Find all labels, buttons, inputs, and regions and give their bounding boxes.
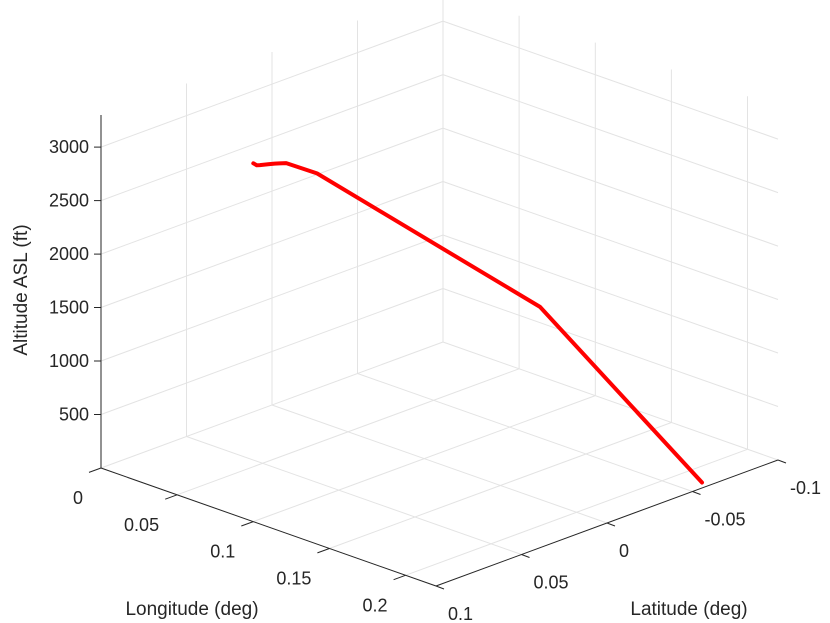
y-tick [435,585,445,590]
x-tick [317,548,330,554]
x-tick [88,467,102,473]
grid-line [442,127,779,247]
y-tick [606,522,616,527]
y-tick-label: -0.05 [705,510,746,530]
x-axis-label: Longitude (deg) [125,599,258,620]
series-layer [251,161,704,485]
grid-line [100,74,444,202]
x-tick [393,574,406,581]
grid-line [100,127,444,255]
x-tick-label: 0.05 [124,515,159,535]
flight-path-line [251,161,704,485]
y-tick-label: 0.05 [534,573,569,593]
z-tick-label: 1500 [49,298,89,318]
x-tick [165,494,178,500]
z-axis-label: Altitude ASL (ft) [11,224,32,355]
grid-line [442,181,779,300]
x-tick-label: 0 [73,488,83,508]
z-tick-label: 3000 [49,137,89,157]
grid-line [442,341,779,461]
grid-line [442,288,779,407]
axes: 0 0.05 0.1 0.15 0.2 -0.1 -0.05 0 0.05 0.1 500 1000 1… [49,115,821,623]
x-tick-label: 0.15 [276,569,311,589]
y-tick-label: -0.1 [790,478,821,498]
grid-line [100,20,444,148]
grid-line [442,234,779,354]
grid-lines [100,0,779,587]
grid-line [442,74,779,194]
grid-line [100,288,444,415]
z-tick-label: 2500 [49,191,89,211]
y-tick-label: 0 [619,541,629,561]
grid-line [100,234,444,362]
z-tick-label: 500 [59,405,89,425]
z-tick-label: 1000 [49,351,89,371]
y-tick [692,491,701,495]
y-tick [777,459,787,464]
grid-line [442,20,779,140]
x-tick-label: 0.1 [210,542,235,562]
y-tick [521,554,530,558]
y-tick-label: 0.1 [448,604,473,623]
grid-line [100,181,444,308]
x-axis-line [100,467,437,587]
grid-line [271,404,608,524]
grid-line [357,373,693,492]
x-tick-label: 0.2 [362,595,387,615]
z-tick-label: 2000 [49,244,89,264]
grid-line [186,436,522,555]
y-axis-label: Latitude (deg) [630,599,747,620]
x-tick [241,521,254,527]
